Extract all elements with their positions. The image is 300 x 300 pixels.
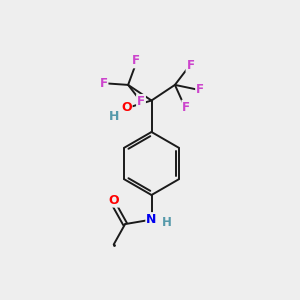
- Text: F: F: [187, 59, 194, 72]
- Text: O: O: [121, 101, 132, 114]
- Text: H: H: [162, 215, 172, 229]
- Text: O: O: [108, 194, 119, 207]
- Text: F: F: [100, 77, 107, 90]
- Text: F: F: [196, 83, 204, 96]
- Text: F: F: [137, 95, 145, 108]
- Text: N: N: [146, 213, 157, 226]
- Text: H: H: [109, 110, 119, 123]
- Text: F: F: [182, 100, 190, 114]
- Text: F: F: [132, 54, 140, 68]
